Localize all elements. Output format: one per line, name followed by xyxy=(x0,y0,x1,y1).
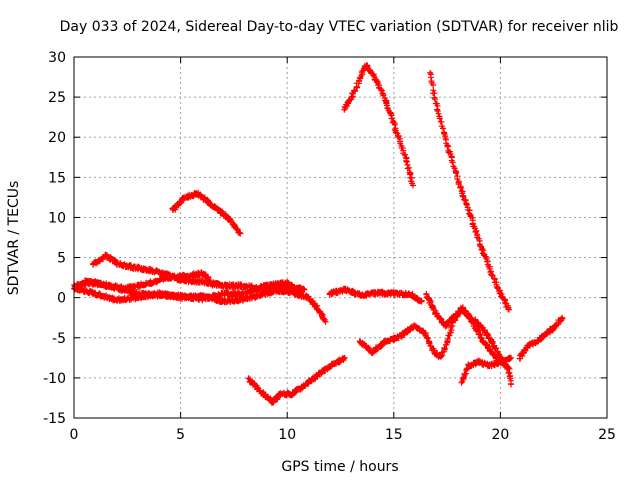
y-tick-label: 20 xyxy=(48,130,66,146)
series-arc-6 xyxy=(245,354,348,406)
series-arc-8 xyxy=(341,62,416,189)
series-arc-13 xyxy=(516,314,566,362)
gridlines xyxy=(74,57,607,418)
plot-frame xyxy=(73,56,608,419)
point-markers xyxy=(169,189,244,237)
x-axis-label: GPS time / hours xyxy=(281,459,398,475)
y-tick-label: -10 xyxy=(43,371,66,387)
y-tick-label: 0 xyxy=(57,291,66,307)
x-tick-label: 0 xyxy=(70,427,79,443)
y-tick-label: -5 xyxy=(52,331,66,347)
point-markers xyxy=(90,251,329,325)
chart-title: Day 033 of 2024, Sidereal Day-to-day VTE… xyxy=(60,19,619,35)
series-arc-5 xyxy=(169,189,244,237)
point-markers xyxy=(326,285,425,305)
y-tick-label: 30 xyxy=(48,50,66,66)
series-arc-11 xyxy=(427,69,512,313)
axis-ticks: 0 5 10 15 20 25 -15 -10 -5 0 5 10 15 20 25 30 xyxy=(43,50,616,443)
series-arc-12 xyxy=(458,354,515,386)
data-marks xyxy=(71,62,566,406)
x-tick-label: 10 xyxy=(278,427,296,443)
x-tick-label: 25 xyxy=(598,427,616,443)
y-tick-label: 10 xyxy=(48,210,66,226)
x-tick-label: 15 xyxy=(385,427,403,443)
point-markers xyxy=(423,290,510,370)
point-markers xyxy=(245,354,348,406)
point-markers xyxy=(516,314,566,362)
series-arc-7 xyxy=(326,285,425,305)
point-markers xyxy=(458,354,515,386)
y-tick-label: -15 xyxy=(43,411,66,427)
y-axis-label: SDTVAR / TECUs xyxy=(6,181,22,296)
y-tick-label: 25 xyxy=(48,90,66,106)
x-tick-label: 5 xyxy=(176,427,185,443)
point-markers xyxy=(427,69,512,313)
series-arc-10 xyxy=(423,290,510,370)
series-arc-4 xyxy=(90,251,329,325)
y-tick-label: 5 xyxy=(57,251,66,267)
y-tick-label: 15 xyxy=(48,170,66,186)
point-markers xyxy=(341,62,416,189)
x-tick-label: 20 xyxy=(491,427,509,443)
